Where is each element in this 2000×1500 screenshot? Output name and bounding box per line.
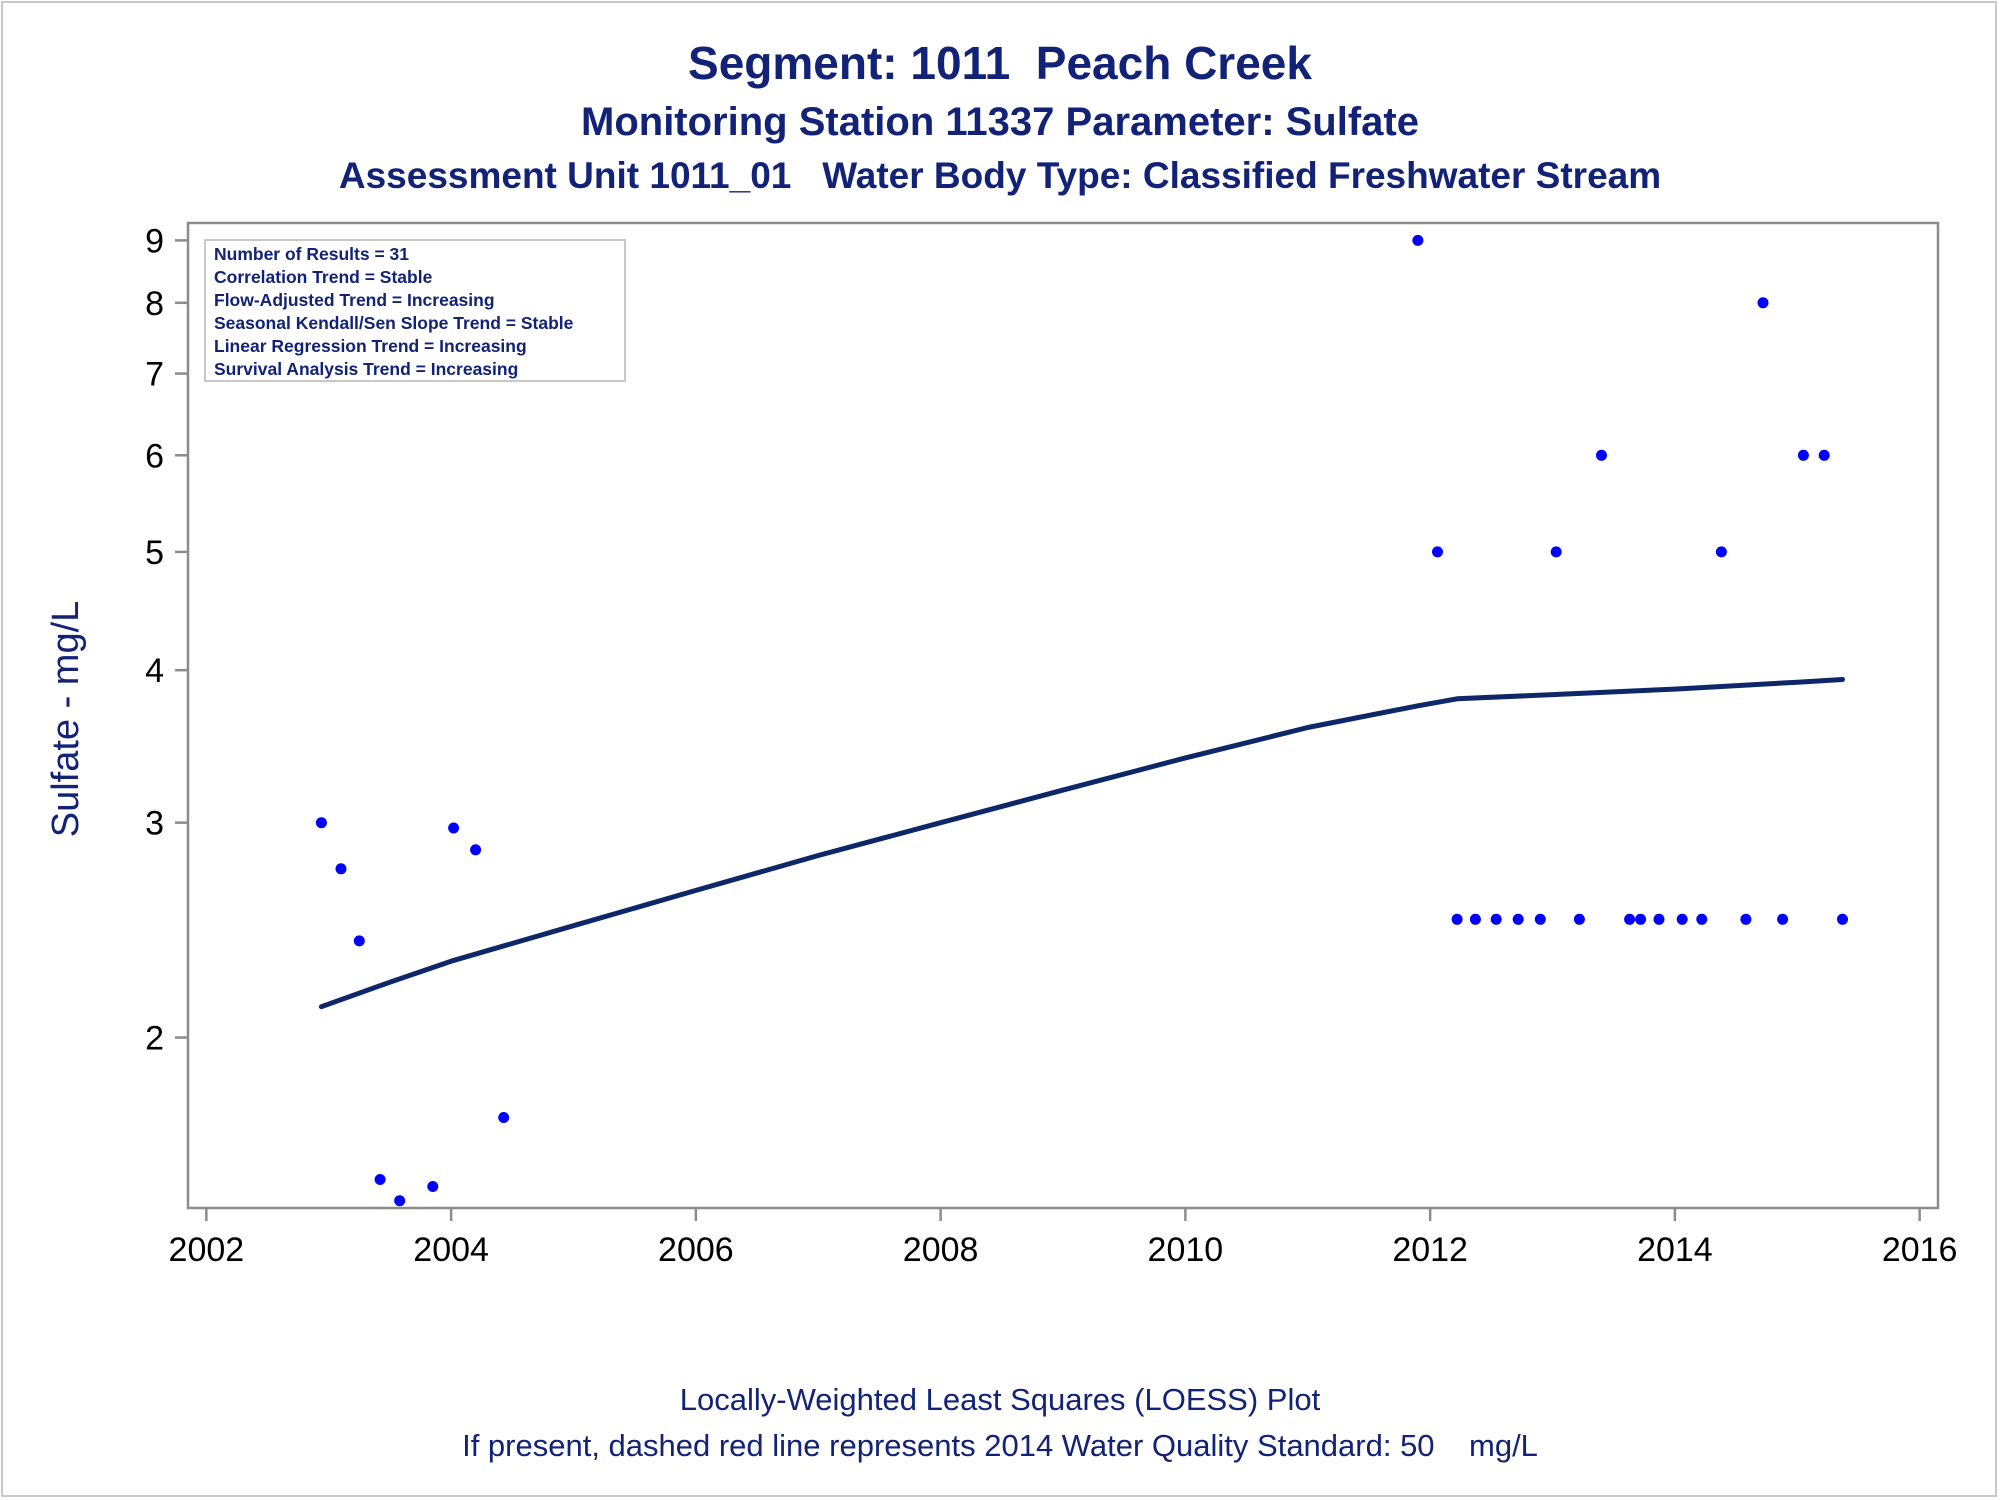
y-tick-label-7: 7 <box>145 356 164 394</box>
x-tick-label-2002: 2002 <box>169 1231 245 1269</box>
data-point-25 <box>1740 913 1752 925</box>
x-tick-label-2006: 2006 <box>658 1231 734 1269</box>
x-tick-label-2016: 2016 <box>1882 1231 1958 1269</box>
stats-box: Number of Results = 31 Correlation Trend… <box>204 239 626 382</box>
x-tick-label-2014: 2014 <box>1637 1231 1713 1269</box>
data-point-9 <box>1412 234 1424 246</box>
data-point-23 <box>1696 913 1708 925</box>
data-point-29 <box>1818 449 1830 461</box>
data-point-1 <box>335 863 347 875</box>
data-point-5 <box>427 1181 439 1192</box>
stats-line-correlation: Correlation Trend = Stable <box>214 267 433 287</box>
stats-line-results: Number of Results = 31 <box>214 244 409 264</box>
data-point-3 <box>374 1174 386 1185</box>
data-point-11 <box>1451 913 1463 925</box>
data-point-13 <box>1490 913 1502 925</box>
y-tick-label-8: 8 <box>145 285 164 323</box>
y-tick-label-4: 4 <box>145 652 164 690</box>
x-tick-label-2010: 2010 <box>1148 1231 1224 1269</box>
chart-subtitle: Monitoring Station 11337 Parameter: Sulf… <box>581 100 1419 144</box>
data-point-22 <box>1676 913 1688 925</box>
stats-line-flow-adjusted: Flow-Adjusted Trend = Increasing <box>214 290 495 310</box>
stats-line-linear-regression: Linear Regression Trend = Increasing <box>214 336 527 356</box>
y-tick-label-9: 9 <box>145 222 164 260</box>
x-tick-label-2004: 2004 <box>413 1231 489 1269</box>
y-tick-label-6: 6 <box>145 437 164 475</box>
footnote-standard: If present, dashed red line represents 2… <box>462 1428 1538 1463</box>
data-point-6 <box>448 822 460 834</box>
plot-border <box>186 221 1940 1210</box>
data-point-19 <box>1624 913 1636 925</box>
data-point-16 <box>1550 546 1562 558</box>
data-point-2 <box>353 935 365 947</box>
chart-title: Segment: 1011 Peach Creek <box>688 37 1312 89</box>
data-point-20 <box>1635 913 1647 925</box>
plot-area: 2002 2004 2006 2008 2010 2012 2014 2016 2 3 4 5 6 7 8 9 <box>145 221 1958 1269</box>
y-tick-label-5: 5 <box>145 534 164 572</box>
data-point-14 <box>1512 913 1524 925</box>
footnote-loess: Locally-Weighted Least Squares (LOESS) P… <box>679 1382 1321 1417</box>
x-tick-label-2012: 2012 <box>1392 1231 1468 1269</box>
data-point-12 <box>1469 913 1481 925</box>
data-point-8 <box>498 1112 510 1123</box>
chart-subtitle-2: Assessment Unit 1011_01 Water Body Type:… <box>338 155 1662 196</box>
y-tick-label-2: 2 <box>145 1020 164 1058</box>
data-point-21 <box>1653 913 1665 925</box>
stats-box-border <box>204 239 626 382</box>
data-point-30 <box>1837 913 1848 925</box>
stats-line-seasonal-kendall: Seasonal Kendall/Sen Slope Trend = Stabl… <box>214 313 574 333</box>
stats-line-survival: Survival Analysis Trend = Increasing <box>214 359 518 379</box>
data-point-28 <box>1797 449 1809 461</box>
data-point-7 <box>470 844 482 856</box>
data-point-17 <box>1573 913 1585 925</box>
data-point-26 <box>1757 297 1769 309</box>
data-point-24 <box>1715 546 1727 558</box>
data-point-18 <box>1596 449 1607 461</box>
x-tick-label-2008: 2008 <box>903 1231 979 1269</box>
y-axis-label: Sulfate - mg/L <box>45 601 87 838</box>
data-point-27 <box>1777 913 1789 925</box>
y-tick-label-3: 3 <box>145 805 164 843</box>
data-point-4 <box>394 1195 406 1207</box>
data-point-0 <box>315 817 327 829</box>
loess-trend-line <box>318 677 1845 1010</box>
data-point-15 <box>1534 913 1546 925</box>
data-point-10 <box>1432 546 1443 558</box>
